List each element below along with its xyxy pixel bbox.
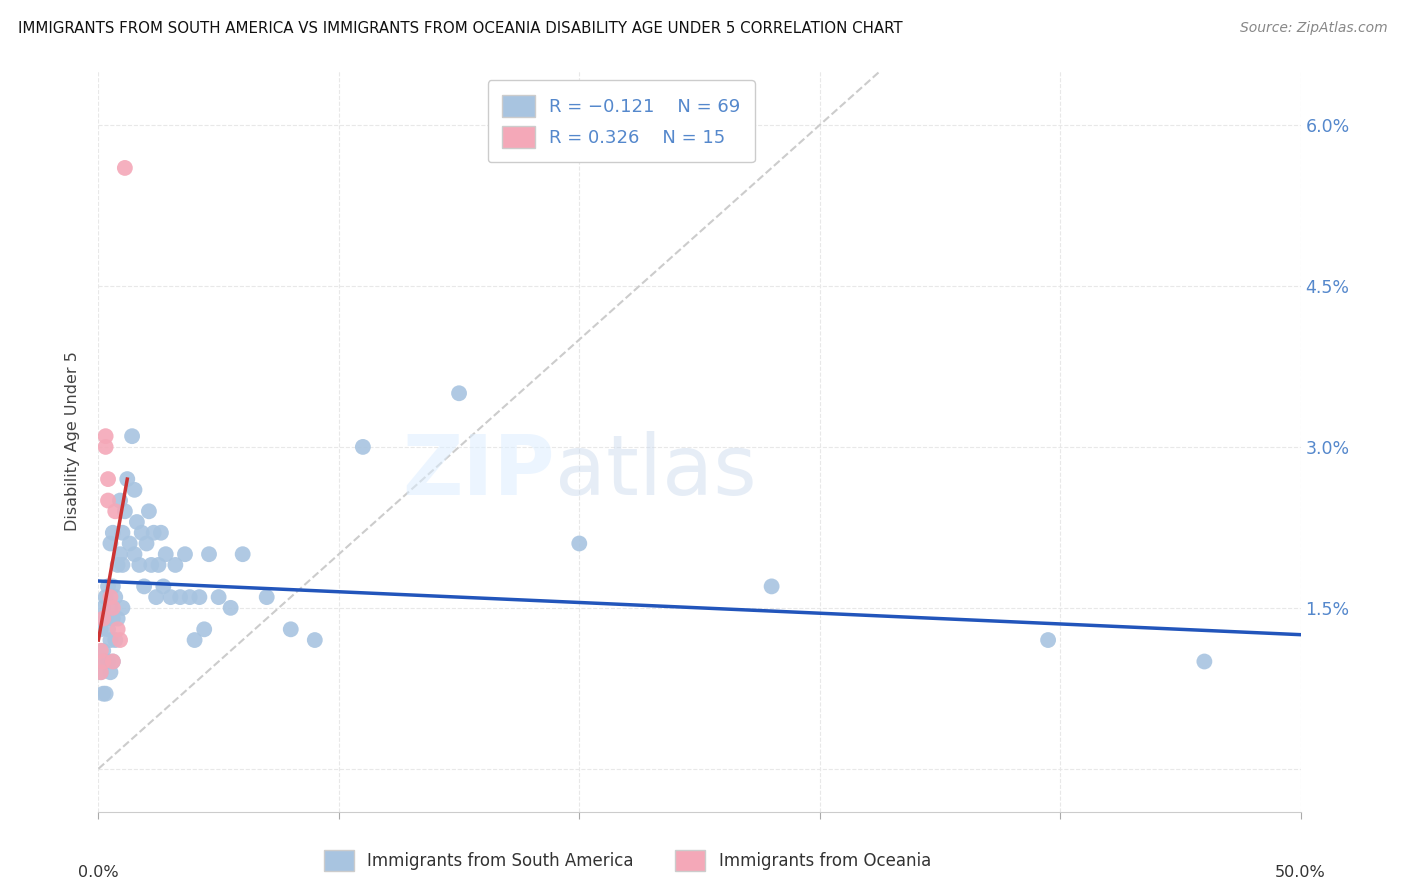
Point [193, 623, 215, 637]
Point [94, 687, 117, 701]
Point [90, 665, 112, 680]
Point [107, 558, 129, 572]
Point [111, 525, 134, 540]
Point [188, 590, 211, 604]
Point [198, 547, 221, 561]
Point [149, 525, 172, 540]
Point [208, 590, 231, 604]
Point [91, 611, 114, 625]
Point [121, 429, 143, 443]
Point [97, 623, 120, 637]
Point [111, 600, 134, 615]
Point [101, 655, 124, 669]
Point [90, 665, 112, 680]
Point [94, 655, 117, 669]
Point [94, 429, 117, 443]
Point [179, 590, 201, 604]
Point [1194, 655, 1216, 669]
Point [94, 440, 117, 454]
Point [108, 633, 131, 648]
Point [135, 536, 157, 550]
Point [97, 579, 120, 593]
Point [159, 590, 181, 604]
Point [100, 590, 122, 604]
Point [100, 665, 122, 680]
Point [118, 536, 141, 550]
Point [132, 579, 155, 593]
Point [124, 547, 146, 561]
Point [114, 504, 136, 518]
Point [101, 655, 124, 669]
Point [761, 579, 783, 593]
Point [100, 600, 122, 615]
Point [94, 611, 117, 625]
Point [97, 493, 120, 508]
Point [152, 579, 174, 593]
Point [111, 558, 134, 572]
Text: atlas: atlas [555, 431, 756, 512]
Point [101, 600, 124, 615]
Point [91, 655, 114, 669]
Point [100, 633, 122, 648]
Point [174, 547, 197, 561]
Text: IMMIGRANTS FROM SOUTH AMERICA VS IMMIGRANTS FROM OCEANIA DISABILITY AGE UNDER 5 : IMMIGRANTS FROM SOUTH AMERICA VS IMMIGRA… [18, 21, 903, 37]
Point [148, 558, 170, 572]
Point [101, 579, 124, 593]
Point [114, 161, 136, 175]
Text: Source: ZipAtlas.com: Source: ZipAtlas.com [1240, 21, 1388, 36]
Point [97, 472, 120, 486]
Point [155, 547, 177, 561]
Point [108, 547, 131, 561]
Point [447, 386, 470, 401]
Point [124, 483, 146, 497]
Point [128, 558, 150, 572]
Point [101, 525, 124, 540]
Point [183, 633, 205, 648]
Point [145, 590, 167, 604]
Text: 0.0%: 0.0% [79, 865, 118, 880]
Text: 50.0%: 50.0% [1275, 865, 1326, 880]
Point [107, 623, 129, 637]
Point [97, 655, 120, 669]
Point [90, 644, 112, 658]
Point [107, 611, 129, 625]
Point [141, 558, 163, 572]
Point [91, 687, 114, 701]
Y-axis label: Disability Age Under 5: Disability Age Under 5 [65, 351, 80, 532]
Point [108, 493, 131, 508]
Point [117, 472, 139, 486]
Point [169, 590, 191, 604]
Point [304, 633, 326, 648]
Point [104, 590, 127, 604]
Point [101, 611, 124, 625]
Point [219, 600, 242, 615]
Point [280, 623, 302, 637]
Point [125, 515, 148, 529]
Point [104, 504, 127, 518]
Point [90, 623, 112, 637]
Point [256, 590, 278, 604]
Point [91, 644, 114, 658]
Point [165, 558, 187, 572]
Point [131, 525, 153, 540]
Legend: Immigrants from South America, Immigrants from Oceania: Immigrants from South America, Immigrant… [318, 844, 938, 878]
Point [568, 536, 591, 550]
Point [232, 547, 254, 561]
Point [100, 536, 122, 550]
Point [104, 633, 127, 648]
Point [352, 440, 374, 454]
Point [91, 600, 114, 615]
Text: ZIP: ZIP [402, 431, 555, 512]
Point [142, 525, 165, 540]
Point [138, 504, 160, 518]
Point [1036, 633, 1059, 648]
Point [94, 590, 117, 604]
